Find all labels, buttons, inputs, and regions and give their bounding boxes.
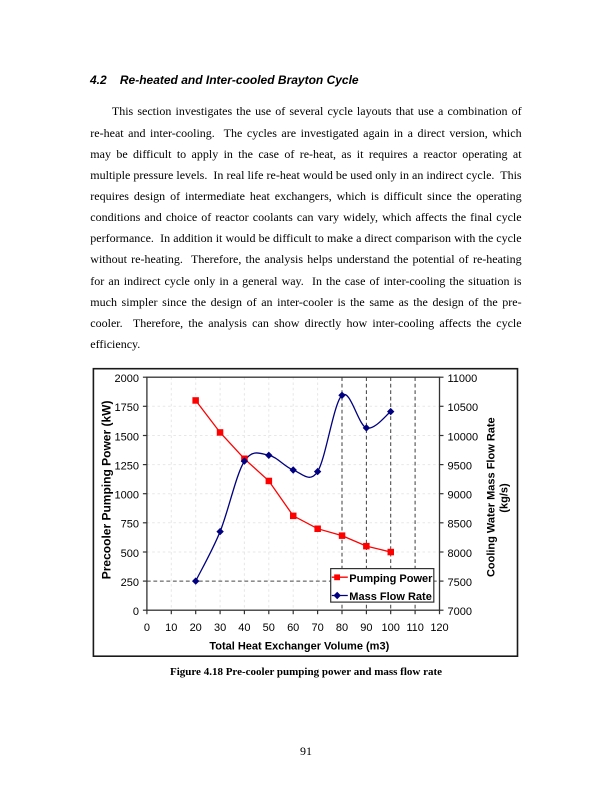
svg-text:30: 30: [214, 622, 226, 634]
svg-text:Cooling Water Mass Flow Rate: Cooling Water Mass Flow Rate: [485, 417, 497, 577]
svg-text:1250: 1250: [115, 460, 139, 472]
svg-text:120: 120: [430, 622, 448, 634]
svg-text:11000: 11000: [448, 373, 478, 385]
svg-text:100: 100: [382, 622, 400, 634]
svg-text:750: 750: [121, 519, 139, 531]
svg-text:70: 70: [311, 622, 323, 634]
svg-text:90: 90: [360, 622, 372, 634]
svg-text:10: 10: [165, 622, 177, 634]
svg-text:40: 40: [238, 622, 250, 634]
svg-text:7000: 7000: [448, 606, 472, 618]
svg-text:8500: 8500: [448, 519, 472, 531]
svg-text:80: 80: [336, 622, 348, 634]
svg-text:9500: 9500: [448, 460, 472, 472]
svg-text:1750: 1750: [115, 402, 139, 414]
svg-text:Total Heat Exchanger Volume (m: Total Heat Exchanger Volume (m3): [209, 641, 389, 653]
svg-text:2000: 2000: [115, 373, 139, 385]
svg-text:10500: 10500: [448, 402, 479, 414]
svg-text:500: 500: [121, 548, 139, 560]
svg-text:250: 250: [121, 577, 139, 589]
svg-text:1000: 1000: [115, 490, 139, 502]
svg-text:1500: 1500: [115, 431, 139, 443]
svg-text:20: 20: [190, 622, 202, 634]
svg-text:110: 110: [406, 622, 424, 634]
svg-text:Mass Flow Rate: Mass Flow Rate: [349, 591, 432, 603]
svg-text:50: 50: [263, 622, 275, 634]
svg-text:0: 0: [133, 606, 139, 618]
svg-text:9000: 9000: [448, 490, 472, 502]
svg-text:0: 0: [144, 622, 150, 634]
svg-text:10000: 10000: [448, 431, 479, 443]
svg-text:7500: 7500: [448, 577, 472, 589]
svg-text:(kg/s): (kg/s): [499, 483, 511, 513]
svg-text:Pumping Power: Pumping Power: [349, 573, 433, 585]
svg-text:60: 60: [287, 622, 299, 634]
svg-text:Precooler Pumping Power (kW): Precooler Pumping Power (kW): [100, 401, 114, 580]
svg-text:8000: 8000: [448, 548, 472, 560]
